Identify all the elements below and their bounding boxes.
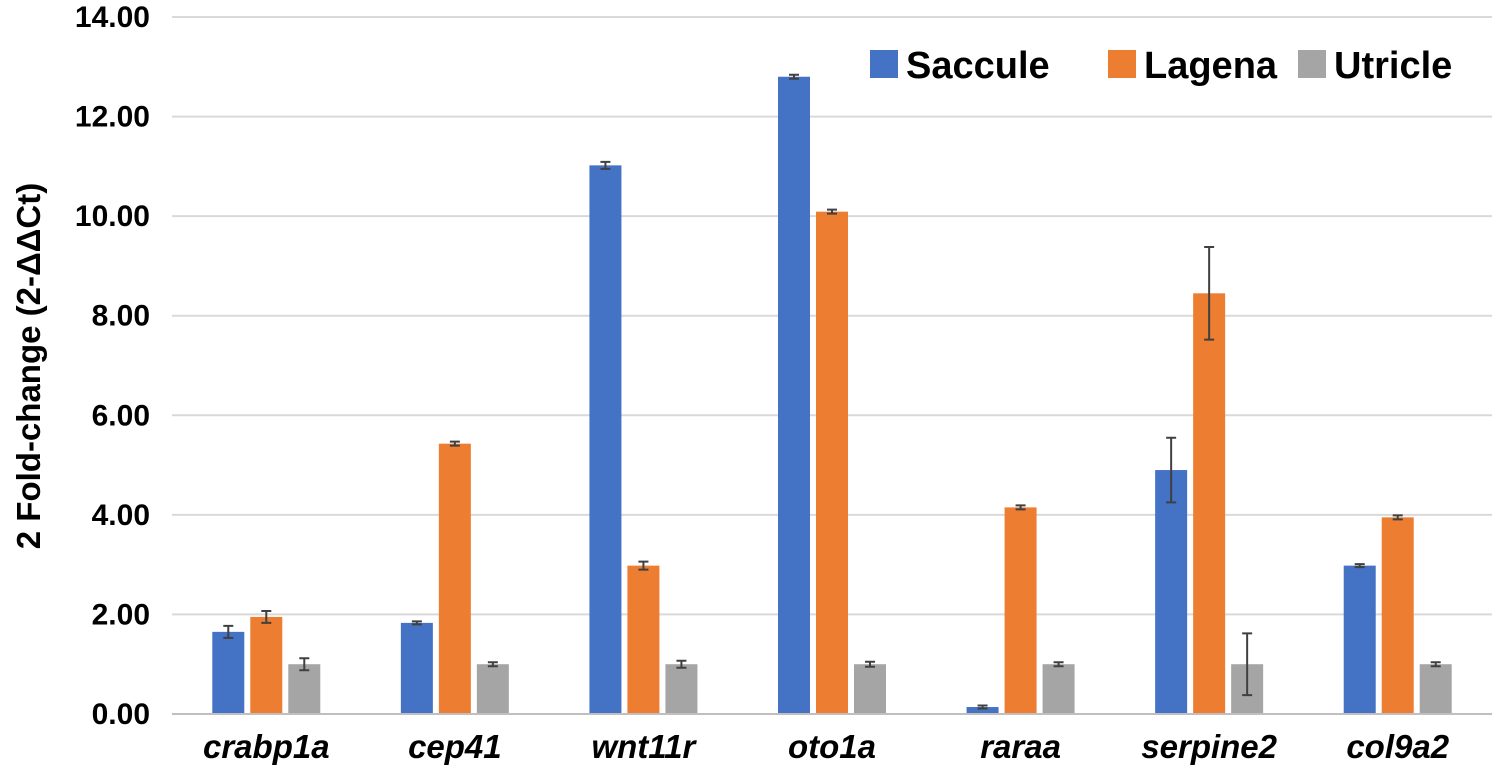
x-axis-categories: crabp1a cep41 wnt11r oto1a raraa serpine2 col9…	[203, 728, 1450, 765]
error-bar	[1354, 563, 1365, 569]
error-bar	[676, 659, 687, 669]
y-tick-label: 6.00	[92, 399, 150, 432]
x-category-label: crabp1a	[203, 728, 330, 765]
error-bar	[1053, 661, 1064, 668]
bar-utricle-cep41	[476, 664, 509, 714]
y-tick-label: 14.00	[75, 1, 150, 34]
error-bar	[977, 704, 988, 710]
bar-saccule-wnt11r	[589, 165, 622, 714]
x-category-label: oto1a	[788, 728, 876, 765]
bar-utricle-raraa	[1042, 664, 1075, 714]
bar-utricle-oto1a	[854, 664, 886, 714]
error-bar	[261, 609, 272, 624]
y-tick-label: 4.00	[92, 499, 150, 532]
error-bar	[299, 657, 310, 672]
y-tick-label: 10.00	[75, 200, 150, 233]
bars	[212, 76, 1452, 714]
legend-label-utricle: Utricle	[1334, 45, 1452, 87]
y-tick-label: 2.00	[92, 598, 150, 631]
bar-lagena-col9a2	[1381, 517, 1414, 714]
error-bar	[1242, 632, 1253, 697]
y-axis-ticks: 0.00 2.00 4.00 6.00 8.00 10.00 12.00 14.00	[75, 1, 150, 731]
error-bar	[865, 660, 875, 668]
error-bar	[600, 160, 611, 170]
bar-saccule-cep41	[400, 622, 433, 714]
bar-lagena-cep41	[438, 443, 471, 714]
x-category-label: serpine2	[1141, 728, 1277, 765]
legend: Saccule Lagena Utricle	[870, 45, 1452, 87]
bar-lagena-wnt11r	[627, 565, 660, 714]
bar-saccule-col9a2	[1343, 565, 1376, 714]
bar-utricle-col9a2	[1419, 664, 1452, 714]
error-bar	[1166, 436, 1177, 504]
y-tick-label: 8.00	[92, 300, 150, 333]
legend-swatch-utricle	[1298, 50, 1326, 78]
bar-saccule-oto1a	[778, 76, 810, 714]
bar-saccule-raraa	[966, 707, 999, 714]
bar-lagena-crabp1a	[250, 616, 283, 714]
x-category-label: wnt11r	[591, 728, 697, 765]
bar-utricle-wnt11r	[665, 664, 698, 714]
error-bar	[1430, 661, 1441, 668]
legend-swatch-saccule	[870, 50, 898, 78]
error-bar	[411, 620, 422, 626]
error-bar	[449, 440, 460, 447]
bar-lagena-serpine2	[1193, 293, 1226, 714]
bar-saccule-crabp1a	[212, 631, 245, 714]
legend-label-saccule: Saccule	[906, 45, 1050, 87]
y-tick-label: 12.00	[75, 101, 150, 134]
bar-utricle-crabp1a	[288, 664, 321, 714]
error-bar	[789, 73, 799, 80]
error-bar	[827, 208, 837, 215]
bar-lagena-oto1a	[816, 211, 848, 714]
x-category-label: col9a2	[1346, 728, 1449, 765]
error-bar	[487, 661, 498, 668]
y-axis-title: 2 Fold-change (2-ΔΔCt)	[10, 183, 47, 549]
x-category-label: raraa	[980, 728, 1061, 765]
x-category-label: cep41	[408, 728, 502, 765]
error-bar	[638, 560, 649, 571]
error-bar	[1015, 504, 1026, 511]
error-bars	[223, 73, 1441, 710]
bar-lagena-raraa	[1004, 507, 1037, 714]
error-bar	[1204, 246, 1215, 341]
bar-saccule-serpine2	[1155, 470, 1188, 714]
error-bar	[223, 624, 234, 639]
legend-swatch-lagena	[1108, 50, 1136, 78]
y-tick-label: 0.00	[92, 698, 150, 731]
error-bar	[1392, 514, 1403, 521]
legend-label-lagena: Lagena	[1144, 45, 1278, 87]
